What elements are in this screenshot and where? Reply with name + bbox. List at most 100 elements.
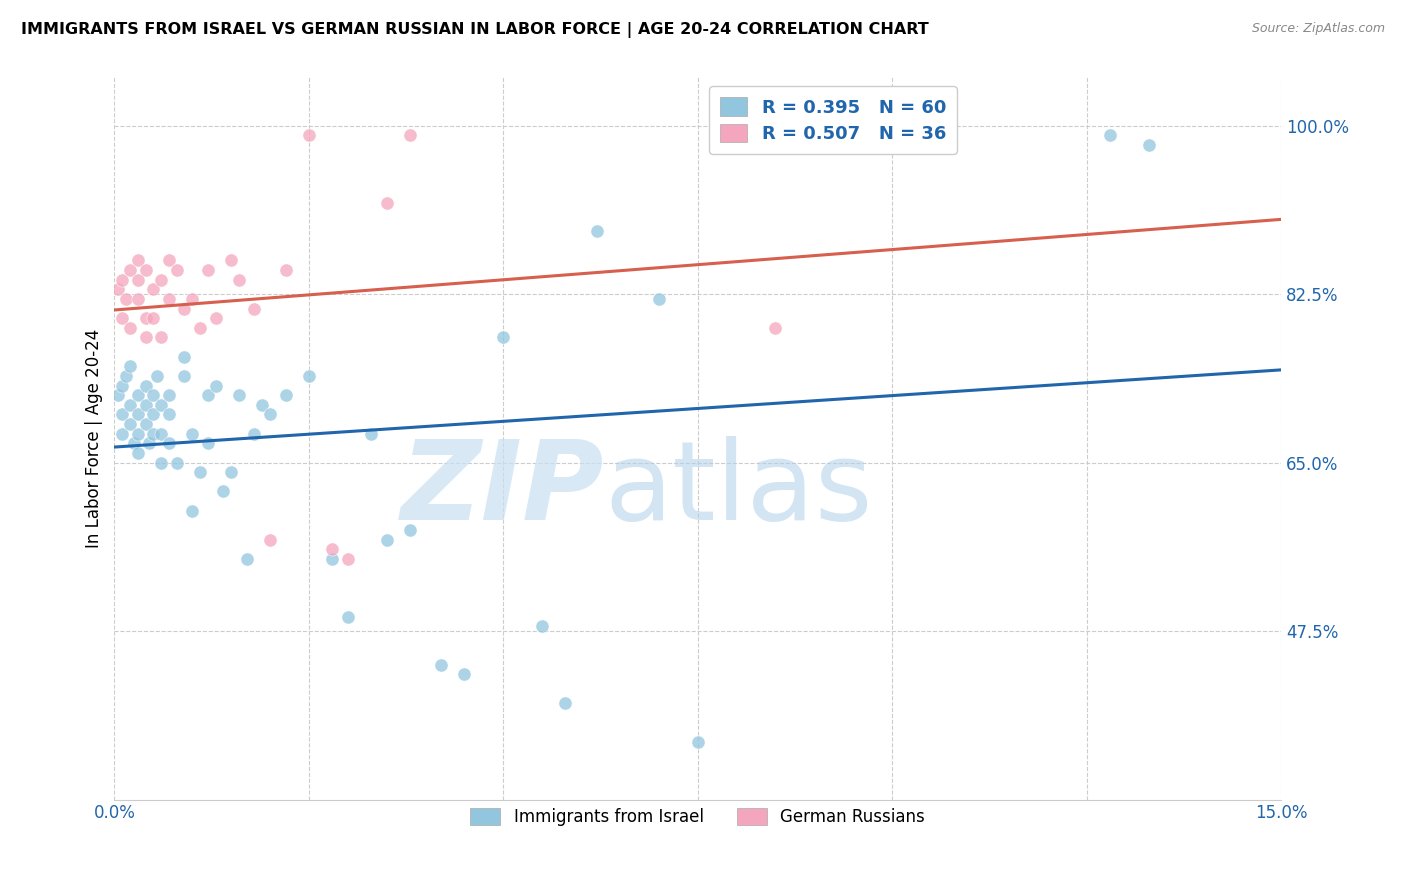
Point [321,542,343,557]
Point [157,408,180,422]
Point [197,436,219,450]
Point [127,253,149,268]
Point [235,551,257,566]
Legend: Immigrants from Israel, German Russians: Immigrants from Israel, German Russians [463,800,934,835]
Point [127,292,149,306]
Point [492,330,515,344]
Y-axis label: In Labor Force | Age 20-24: In Labor Force | Age 20-24 [86,329,103,548]
Point [157,436,180,450]
Point [127,408,149,422]
Point [243,426,266,441]
Point [336,609,359,624]
Point [219,465,242,479]
Point [118,417,141,431]
Point [173,301,195,316]
Point [648,292,671,306]
Point [157,253,180,268]
Point [274,263,297,277]
Text: IMMIGRANTS FROM ISRAEL VS GERMAN RUSSIAN IN LABOR FORCE | AGE 20-24 CORRELATION : IMMIGRANTS FROM ISRAEL VS GERMAN RUSSIAN… [21,22,929,38]
Point [250,398,273,412]
Point [127,446,149,460]
Point [111,378,134,392]
Point [243,301,266,316]
Point [219,253,242,268]
Point [127,272,149,286]
Point [122,436,145,450]
Point [321,551,343,566]
Point [204,378,226,392]
Point [375,195,398,210]
Point [204,311,226,326]
Point [531,619,554,633]
Point [134,378,156,392]
Point [1137,137,1160,152]
Point [259,408,281,422]
Point [188,320,211,334]
Point [127,426,149,441]
Point [399,128,422,143]
Point [375,533,398,547]
Point [134,330,156,344]
Point [111,272,134,286]
Point [453,667,475,681]
Point [259,533,281,547]
Point [399,523,422,537]
Point [115,292,138,306]
Point [228,388,250,402]
Point [166,456,188,470]
Point [298,368,321,383]
Text: ZIP: ZIP [401,435,605,542]
Point [274,388,297,402]
Point [298,128,321,143]
Point [150,330,173,344]
Point [118,398,141,412]
Text: atlas: atlas [605,435,873,542]
Point [430,657,453,672]
Point [142,311,165,326]
Point [181,426,204,441]
Point [228,272,250,286]
Point [142,426,165,441]
Point [107,388,129,402]
Point [554,696,576,710]
Point [197,263,219,277]
Point [134,311,156,326]
Point [150,272,173,286]
Point [118,320,141,334]
Point [142,408,165,422]
Point [107,282,129,296]
Point [150,456,173,470]
Point [111,426,134,441]
Point [134,398,156,412]
Point [142,388,165,402]
Point [127,388,149,402]
Point [111,311,134,326]
Point [146,368,169,383]
Point [150,426,173,441]
Point [150,398,173,412]
Point [686,735,709,749]
Point [181,504,204,518]
Point [212,484,235,499]
Point [181,292,204,306]
Point [336,551,359,566]
Point [111,408,134,422]
Text: Source: ZipAtlas.com: Source: ZipAtlas.com [1251,22,1385,36]
Point [188,465,211,479]
Point [115,368,138,383]
Point [118,263,141,277]
Point [166,263,188,277]
Point [173,350,195,364]
Point [134,263,156,277]
Point [142,282,165,296]
Point [134,417,156,431]
Point [765,320,787,334]
Point [118,359,141,374]
Point [360,426,382,441]
Point [157,292,180,306]
Point [173,368,195,383]
Point [585,225,607,239]
Point [197,388,219,402]
Point [138,436,160,450]
Point [1098,128,1121,143]
